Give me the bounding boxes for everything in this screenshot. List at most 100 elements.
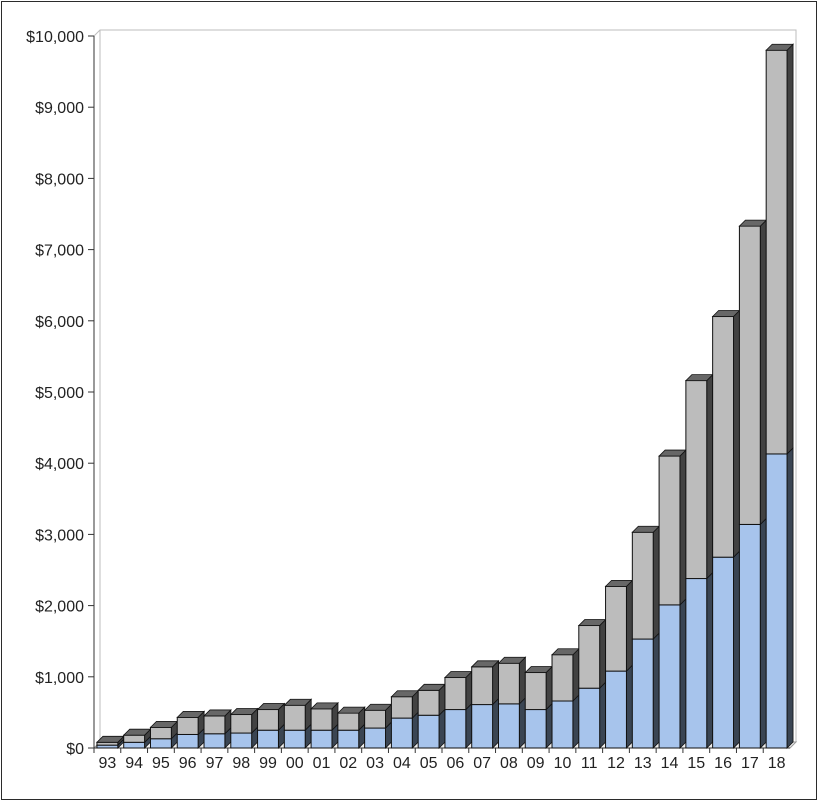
bar-segment <box>738 219 768 526</box>
bar-top-face <box>176 710 206 718</box>
bar-segment <box>605 664 633 749</box>
x-tick-label: 95 <box>152 755 170 772</box>
bar-segment <box>577 618 607 690</box>
bar-front-face <box>471 704 494 749</box>
bar-front-face <box>765 49 788 455</box>
x-tick-label: 01 <box>313 755 331 772</box>
bar-front-face <box>417 689 440 716</box>
bar-segment <box>658 449 687 606</box>
bar-side-face <box>652 632 660 749</box>
bar-segment <box>444 702 473 749</box>
y-tick-label: $5,000 <box>35 385 84 402</box>
x-axis: 93 94 95 96 97 98 99 00 01 02 03 04 05 06 07 08 09 10 11 12… <box>93 747 790 772</box>
bar-segment <box>524 665 554 711</box>
bar-side-face <box>492 697 499 749</box>
bar-side-face <box>599 618 607 690</box>
bar-segment <box>203 708 232 735</box>
y-tick-label: $3,000 <box>35 527 84 544</box>
bar-top-face <box>229 708 259 715</box>
bar-front-face <box>738 225 761 525</box>
bar-front-face <box>230 732 253 749</box>
bar-front-face <box>257 729 279 749</box>
bar-front-face <box>631 638 654 749</box>
bar-side-face <box>679 449 687 606</box>
bar-segment <box>578 681 607 749</box>
bar-front-face <box>685 380 708 580</box>
bar-front-face <box>283 729 306 749</box>
bar-segment <box>765 43 795 455</box>
bar-top-face <box>256 703 286 710</box>
bar-side-face <box>786 446 794 749</box>
x-tick-label: 00 <box>286 755 304 772</box>
bar-segment <box>497 696 526 749</box>
y-tick-label: $0 <box>66 741 84 758</box>
bar-top-face <box>497 656 527 664</box>
bar-front-face <box>149 726 172 740</box>
x-tick-label: 04 <box>393 755 411 772</box>
bar-side-face <box>626 664 633 749</box>
bar-front-face <box>631 531 654 640</box>
bar-segment <box>712 550 740 749</box>
bar-front-face <box>203 715 226 735</box>
bar-front-face <box>417 714 440 749</box>
bar-front-face <box>96 741 119 746</box>
x-tick-label: 93 <box>98 755 116 772</box>
x-tick-label: 96 <box>179 755 197 772</box>
bar-side-face <box>545 702 553 749</box>
bar-side-face <box>518 656 526 705</box>
bar-top-face <box>283 698 313 706</box>
x-tick-label: 06 <box>446 755 464 772</box>
bar-front-face <box>658 604 681 749</box>
y-tick-label: $8,000 <box>35 171 84 188</box>
bar-front-face <box>551 654 574 702</box>
bar-segment <box>149 720 179 740</box>
bar-top-face <box>310 702 339 710</box>
bar-segment <box>470 659 500 706</box>
bar-front-face <box>176 716 199 735</box>
bar-segment <box>310 701 339 732</box>
bar-front-face <box>203 733 226 749</box>
x-tick-label: 18 <box>768 755 786 772</box>
y-tick-label: $10,000 <box>26 29 84 46</box>
bar-segment <box>551 694 580 749</box>
bar-front-face <box>738 523 761 749</box>
bar-front-face <box>497 703 520 749</box>
bar-front-face <box>364 709 387 729</box>
x-tick-label: 16 <box>714 755 732 772</box>
bar-segment <box>471 697 499 749</box>
bar-segment <box>711 309 741 559</box>
bar-side-face <box>679 597 687 749</box>
bar-side-face <box>465 702 473 749</box>
bar-front-face <box>605 670 627 749</box>
y-tick-label: $6,000 <box>35 314 84 331</box>
bar-segment <box>417 683 447 717</box>
y-axis: $0 $1,000 $2,000 $3,000 $4,000 $5,000 $6,000 $7… <box>26 29 95 758</box>
bar-side-face <box>759 219 767 526</box>
bar-front-face <box>123 741 146 749</box>
bar-side-face <box>599 681 607 749</box>
x-tick-label: 09 <box>527 755 545 772</box>
bar-side-face <box>706 373 714 580</box>
bar-front-face <box>471 666 494 706</box>
bar-front-face <box>310 729 333 749</box>
bar-segment <box>684 373 714 580</box>
bar-segment <box>229 707 259 735</box>
bar-front-face <box>123 734 146 743</box>
bar-front-face <box>685 578 708 749</box>
bar-front-face <box>444 677 467 711</box>
bar-segment <box>631 632 660 749</box>
bar-front-face <box>712 556 735 749</box>
x-tick-label: 05 <box>420 755 438 772</box>
bar-segment <box>631 525 661 641</box>
bar-segment <box>390 689 420 720</box>
x-tick-label: 11 <box>581 755 598 772</box>
bar-segment <box>765 446 794 749</box>
bar-segment <box>256 702 286 732</box>
bar-front-face <box>176 733 199 749</box>
x-tick-label: 13 <box>634 755 652 772</box>
bar-front-face <box>310 708 333 731</box>
bar-side-face <box>759 517 767 749</box>
bar-side-face <box>626 579 633 673</box>
bar-front-face <box>337 712 360 731</box>
